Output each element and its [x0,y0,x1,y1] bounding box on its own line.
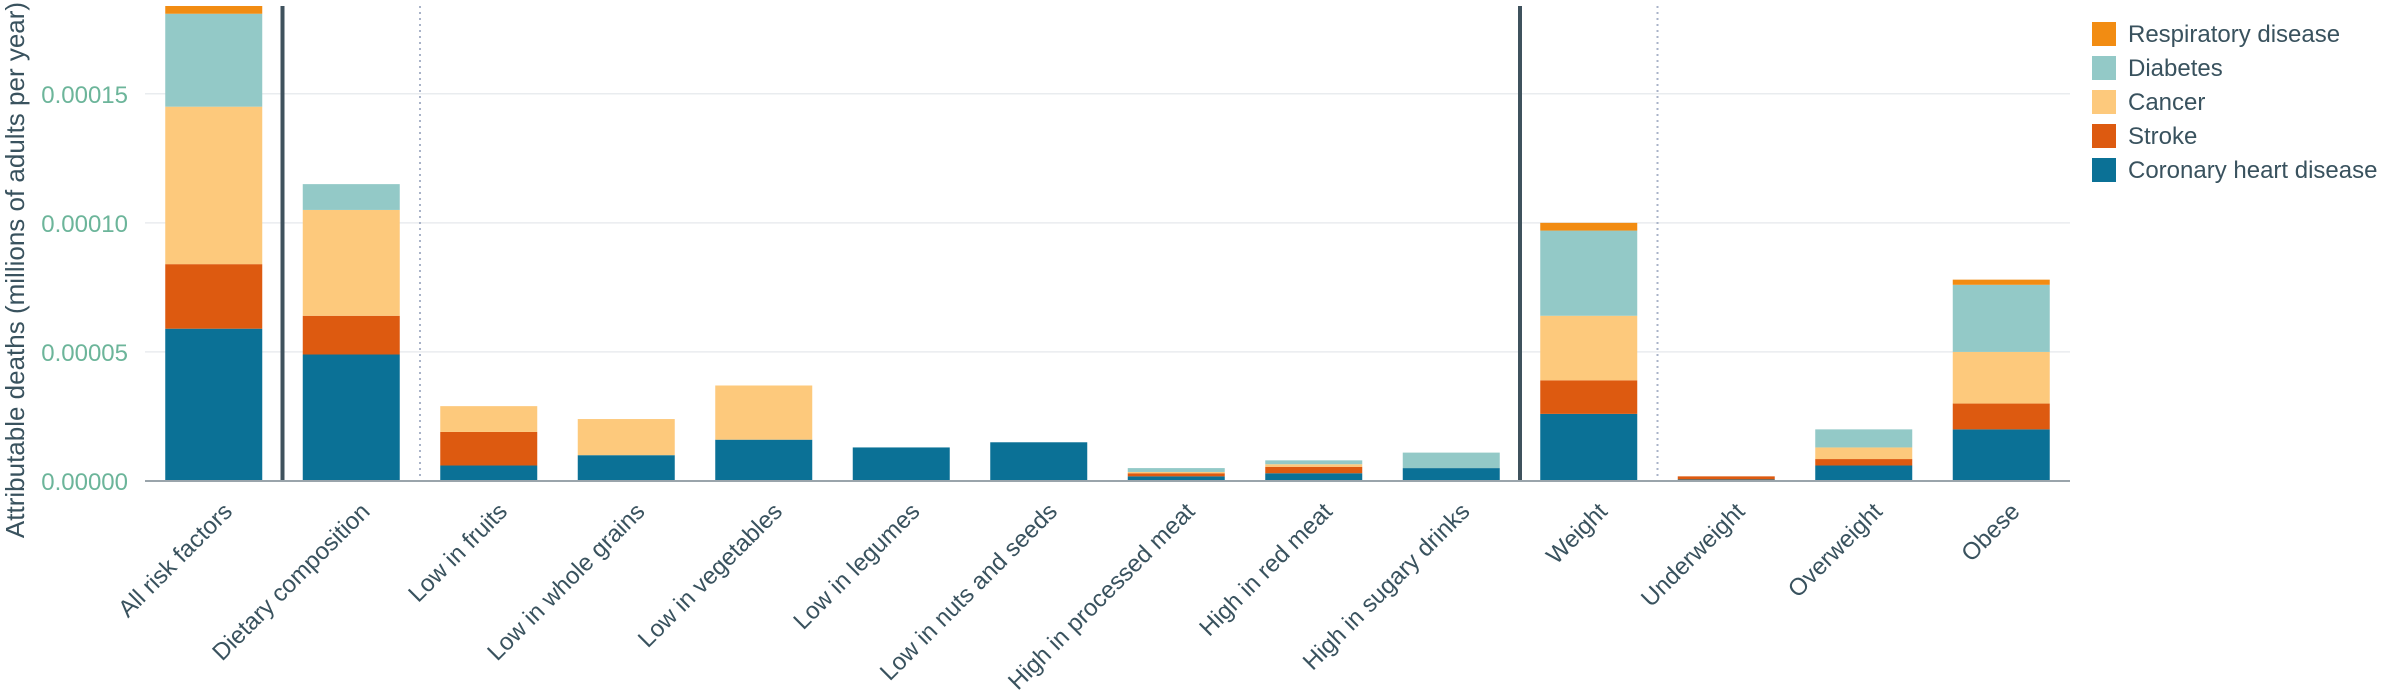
y-axis-title: Attributable deaths (millions of adults … [0,2,30,538]
bar-segment-cancer [440,406,538,432]
y-tick-label: 0.00005 [41,340,128,367]
x-tick-label: Overweight [1783,498,1888,603]
bar-segment-coronary-heart-disease [577,455,675,481]
bar-segment-cancer [1540,315,1638,381]
bar-segment-coronary-heart-disease [852,447,950,481]
bar-segment-coronary-heart-disease [1402,468,1500,481]
bar-segment-diabetes [1815,429,1913,448]
x-tick-label: Low in legumes [788,498,925,635]
bar-segment-coronary-heart-disease [165,328,263,481]
bar-segment-cancer [715,385,813,440]
bar-segment-coronary-heart-disease [1952,429,2050,481]
y-tick-label: 0.00010 [41,211,128,238]
bar-segment-diabetes [1540,230,1638,316]
bar-stack [1815,429,1913,481]
bar-segment-cancer [1127,471,1225,474]
bar-segment-respiratory-disease [1952,279,2050,285]
bar-segment-cancer [1265,464,1363,467]
bar-segment-stroke [302,315,400,355]
bar-segment-coronary-heart-disease [1127,476,1225,481]
bar-segment-stroke [1127,473,1225,477]
bar-stack [1540,222,1638,481]
legend-swatch [2092,56,2116,80]
bar-segment-stroke [1952,403,2050,430]
legend-item[interactable]: Stroke [2092,123,2197,150]
bar-segment-cancer [1952,351,2050,404]
bar-segment-diabetes [1127,468,1225,472]
bar-stack [990,442,1088,481]
bar-segment-diabetes [1402,452,1500,469]
y-tick-label: 0.00015 [41,82,128,109]
bar-segment-diabetes [1952,284,2050,352]
x-tick-label: Dietary composition [207,498,375,666]
bar-segment-cancer [577,419,675,456]
grid-layer [145,93,2070,353]
bar-segment-coronary-heart-disease [1815,465,1913,481]
bar-stack [1402,452,1500,481]
bar-segment-coronary-heart-disease [990,442,1088,481]
legend-swatch [2092,158,2116,182]
bar-segment-coronary-heart-disease [440,465,538,481]
bar-segment-coronary-heart-disease [715,439,813,481]
legend-label: Diabetes [2128,55,2223,82]
bar-segment-coronary-heart-disease [1265,473,1363,481]
bar-segment-respiratory-disease [1540,222,1638,231]
legend-label: Coronary heart disease [2128,157,2377,184]
bar-stack [440,406,538,481]
x-tick-label: Low in vegetables [633,498,788,653]
bar-stack [577,419,675,481]
x-tick-label: Low in fruits [403,498,513,608]
bar-stack [1952,279,2050,481]
bar-segment-stroke [440,431,538,466]
bar-segment-diabetes [165,13,263,107]
bar-segment-stroke [165,264,263,329]
legend-item[interactable]: Cancer [2092,89,2205,116]
legend-item[interactable]: Respiratory disease [2092,21,2340,48]
x-tick-label: Low in whole grains [482,498,650,666]
x-tick-label: Underweight [1636,498,1751,613]
separators-layer [280,6,1659,481]
bar-segment-diabetes [1265,460,1363,465]
legend-item[interactable]: Diabetes [2092,55,2223,82]
legend-swatch [2092,22,2116,46]
x-tick-label: All risk factors [113,498,238,623]
bar-segment-stroke [1677,476,1775,480]
legend-swatch [2092,124,2116,148]
bar-segment-cancer [165,106,263,265]
y-tick-label: 0.00000 [41,469,128,496]
legend-swatch [2092,90,2116,114]
legend-label: Respiratory disease [2128,21,2340,48]
legend: Respiratory disease Diabetes Cancer Stroke C… [2092,21,2377,184]
axes-layer: 0.00000 0.00005 0.00010 0.00015 [41,82,2070,496]
bar-segment-stroke [1540,380,1638,414]
bar-segment-coronary-heart-disease [302,354,400,481]
legend-label: Cancer [2128,89,2205,116]
bars-layer [165,6,2050,481]
bar-stack [715,385,813,481]
bar-segment-stroke [1815,459,1913,466]
x-tick-label: Weight [1541,498,1613,570]
bar-segment-cancer [1815,447,1913,460]
bar-stack [852,447,950,481]
bar-stack [165,6,263,481]
x-tick-label: High in red meat [1194,498,1338,642]
legend-item[interactable]: Coronary heart disease [2092,157,2377,184]
bar-stack [1127,468,1225,481]
legend-label: Stroke [2128,123,2197,150]
bar-stack [1265,460,1363,481]
bar-segment-diabetes [302,184,400,210]
bar-segment-stroke [1265,466,1363,474]
bar-segment-coronary-heart-disease [1540,413,1638,481]
bar-segment-respiratory-disease [165,6,263,14]
bar-stack [302,184,400,481]
bar-segment-cancer [302,209,400,316]
x-tick-label: Obese [1956,498,2025,567]
